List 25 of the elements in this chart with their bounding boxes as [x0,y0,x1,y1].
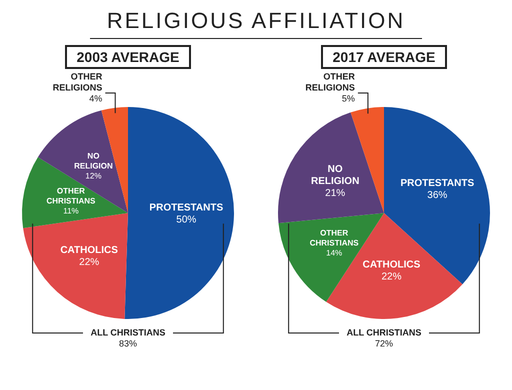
slice-label: PROTESTANTS [149,202,224,214]
chart-subtitle: 2003 AVERAGE [64,45,192,69]
slice-label: OTHER RELIGIONS [52,71,103,92]
data-label: 21% [325,188,346,199]
slice-label: OTHER RELIGIONS [305,71,356,92]
slice-label: OTHER CHRISTIANS [310,228,360,248]
chart-subtitle: 2017 AVERAGE [320,45,448,69]
data-label: 22% [79,257,100,268]
slice-label: CATHOLICS [362,260,421,271]
data-label: 36% [427,190,448,202]
chart-title: RELIGIOUS AFFILIATION [90,8,422,39]
slice-label: NO RELIGION [74,151,113,170]
slice-label: CATHOLICS [60,245,118,256]
data-label: 50% [176,214,196,226]
slice-label: NO RELIGION [310,164,360,187]
data-label: 22% [381,272,402,283]
text: ALL CHRISTIANS 72% [346,327,422,348]
data-label: 11% [63,206,79,216]
slice-label: PROTESTANTS [400,178,474,190]
text: ALL CHRISTIANS 83% [90,327,166,348]
data-label: 12% [85,171,102,180]
data-label: 14% [326,248,342,258]
data-label: 5% [342,93,355,104]
data-label: 4% [89,93,102,104]
slice-label: OTHER CHRISTIANS [46,186,96,206]
